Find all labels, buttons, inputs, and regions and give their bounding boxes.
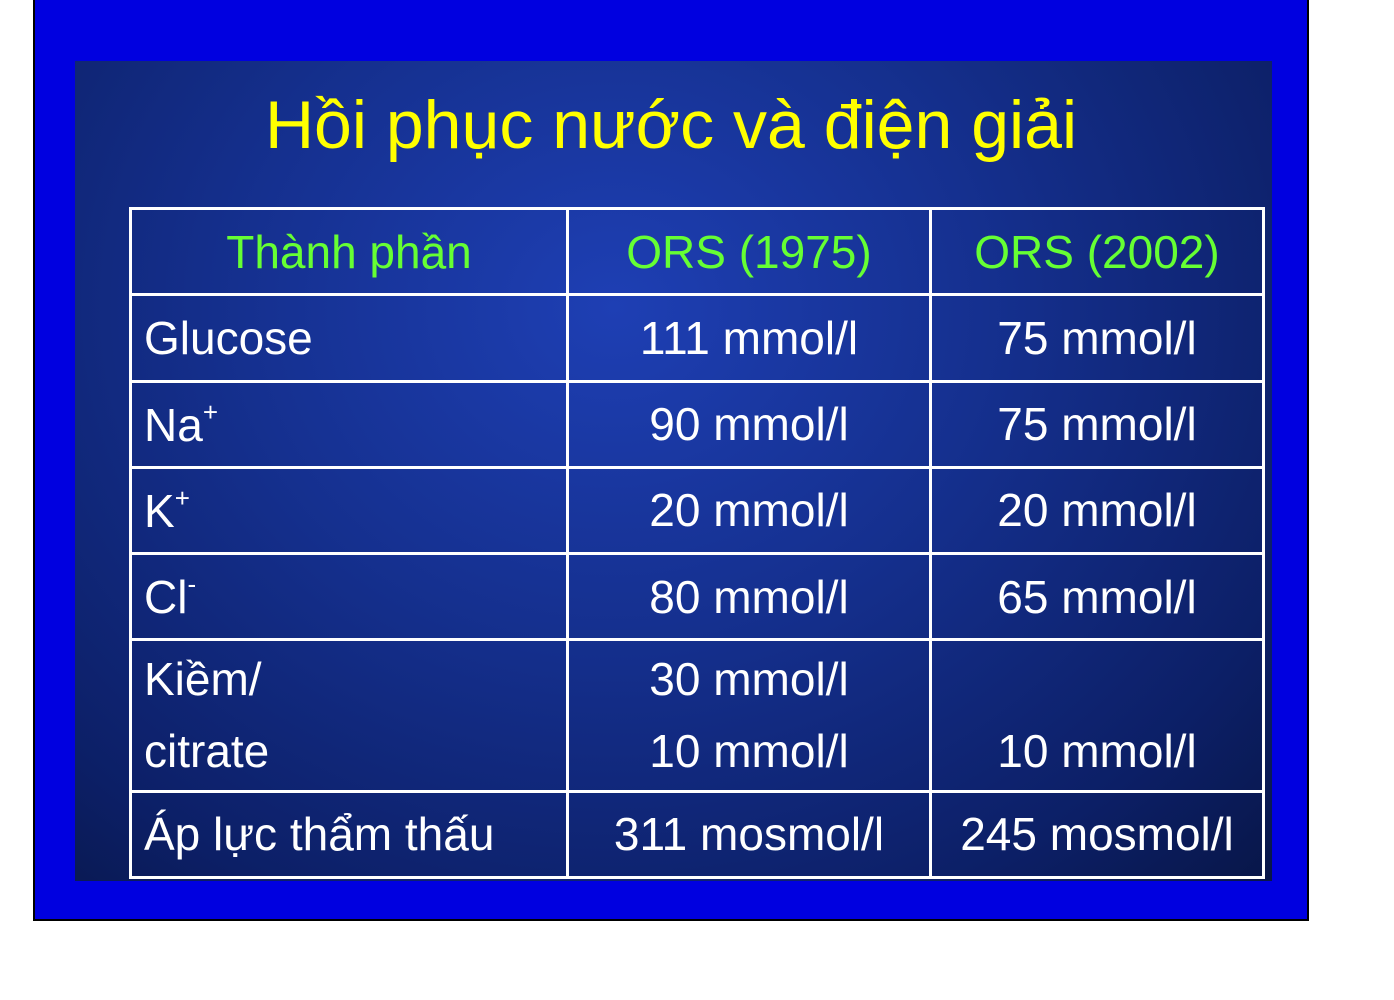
row-label: Áp lực thẩm thấu — [129, 789, 569, 880]
ors-2002-value-line: 10 mmol/l — [997, 725, 1197, 778]
ors-1975-value-line: 10 mmol/l — [649, 725, 849, 778]
row-label-text: Cl — [144, 571, 188, 624]
row-label-text: Áp lực thẩm thấu — [144, 808, 495, 861]
ors-1975-value: 311 mosmol/l — [566, 789, 932, 880]
row-label-line: citrate — [144, 725, 270, 778]
ors-1975-value: 90 mmol/l — [566, 379, 932, 469]
ors-2002-value: 10 mmol/l — [929, 638, 1265, 793]
ors-1975-value-line: 30 mmol/l — [649, 653, 849, 706]
slide-title: Hồi phục nước và điện giải — [264, 87, 1078, 163]
slide-frame: Hồi phục nước và điện giải Thành phần OR… — [33, 0, 1309, 921]
column-header-ors-1975: ORS (1975) — [566, 206, 932, 297]
table-row-alkali-citrate: Kiềm/ citrate 30 mmol/l 10 mmol/l 10 mmo… — [129, 638, 1265, 793]
ors-2002-value: 75 mmol/l — [929, 293, 1265, 383]
ion-charge-superscript: - — [187, 569, 197, 600]
ors-comparison-table: Thành phần ORS (1975) ORS (2002) Glucose… — [129, 206, 1265, 880]
table-row-chloride: Cl- 80 mmol/l 65 mmol/l — [129, 551, 1265, 642]
ors-2002-value: 65 mmol/l — [929, 551, 1265, 642]
table-row-sodium: Na+ 90 mmol/l 75 mmol/l — [129, 379, 1265, 469]
ors-2002-value: 245 mosmol/l — [929, 789, 1265, 880]
row-label-text: Na — [144, 398, 203, 451]
ors-2002-value: 75 mmol/l — [929, 379, 1265, 469]
column-header-component: Thành phần — [129, 206, 569, 297]
table-row-glucose: Glucose 111 mmol/l 75 mmol/l — [129, 293, 1265, 383]
ors-1975-value: 111 mmol/l — [566, 293, 932, 383]
ion-charge-superscript: + — [174, 482, 190, 513]
ors-1975-value: 30 mmol/l 10 mmol/l — [566, 638, 932, 793]
row-label: Glucose — [129, 293, 569, 383]
ors-2002-value: 20 mmol/l — [929, 465, 1265, 556]
table-row-potassium: K+ 20 mmol/l 20 mmol/l — [129, 465, 1265, 556]
ion-charge-superscript: + — [202, 396, 218, 427]
column-header-ors-2002: ORS (2002) — [929, 206, 1265, 297]
row-label: Kiềm/ citrate — [129, 638, 569, 793]
row-label: Na+ — [129, 379, 569, 469]
ors-2002-value-line — [932, 643, 1262, 715]
row-label-text: Glucose — [144, 311, 313, 364]
ors-1975-value: 80 mmol/l — [566, 551, 932, 642]
row-label-text: K — [144, 484, 175, 537]
table-header-row: Thành phần ORS (1975) ORS (2002) — [129, 206, 1265, 297]
ors-1975-value: 20 mmol/l — [566, 465, 932, 556]
row-label: Cl- — [129, 551, 569, 642]
row-label-line: Kiềm/ — [144, 653, 262, 706]
row-label: K+ — [129, 465, 569, 556]
table-row-osmolarity: Áp lực thẩm thấu 311 mosmol/l 245 mosmol… — [129, 789, 1265, 880]
